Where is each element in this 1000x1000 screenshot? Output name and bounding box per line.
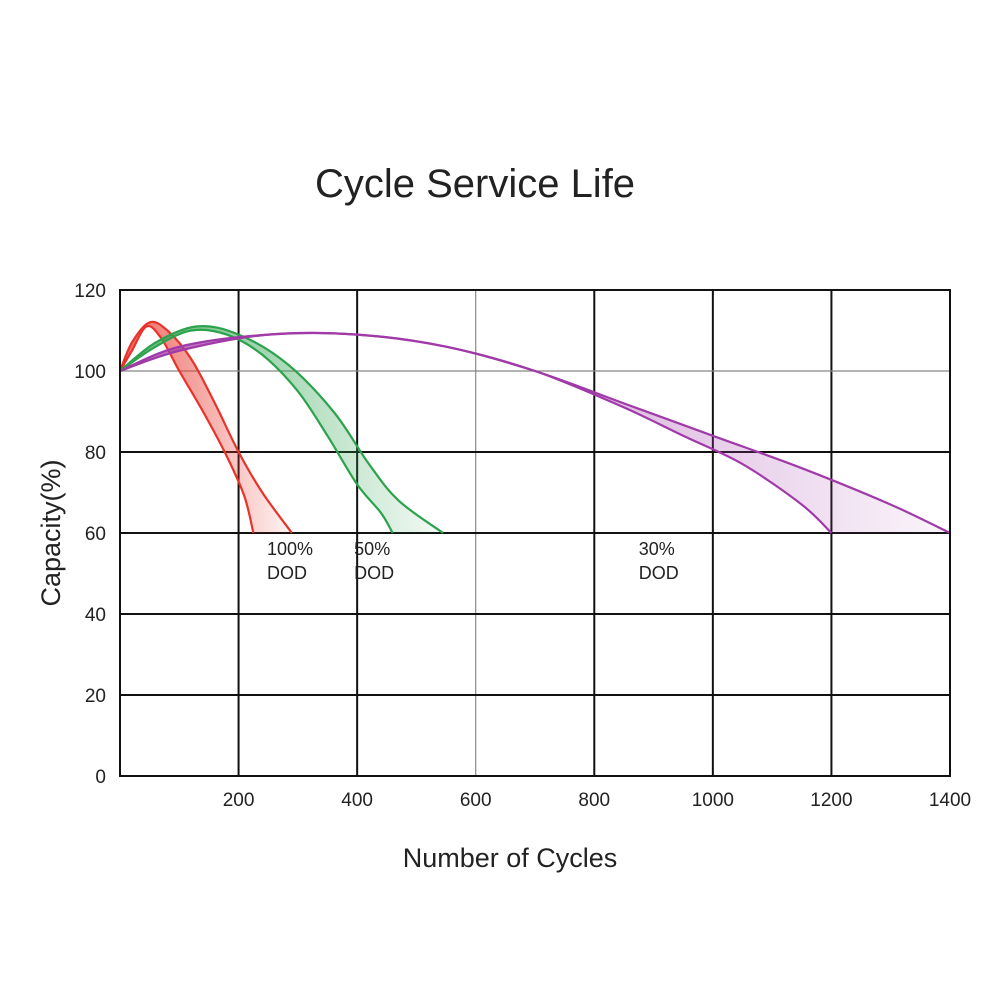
x-axis-title: Number of Cycles	[403, 843, 618, 873]
y-tick-label: 0	[95, 767, 106, 788]
x-tick-label: 800	[578, 790, 610, 811]
x-tick-label: 400	[341, 790, 373, 811]
y-tick-label: 120	[74, 281, 106, 302]
series-50-dod	[119, 325, 444, 534]
series-annotation: DOD	[267, 563, 307, 583]
series-band	[120, 332, 950, 533]
x-tick-label: 1400	[929, 790, 971, 811]
x-tick-label: 200	[223, 790, 255, 811]
series-band	[120, 321, 292, 533]
y-tick-label: 40	[85, 605, 106, 626]
series-lower-line	[119, 324, 255, 534]
series-annotation: 100%	[267, 539, 313, 559]
grid	[120, 290, 950, 776]
series-lower-line	[119, 331, 833, 534]
series-annotation: DOD	[639, 563, 679, 583]
x-tick-label: 600	[460, 790, 492, 811]
plot-frame	[119, 289, 951, 777]
series-annotation: 30%	[639, 539, 675, 559]
series-annotations: 100% DOD 50% DOD 30% DOD	[267, 539, 679, 583]
x-tick-label: 1000	[692, 790, 734, 811]
chart-title: Cycle Service Life	[315, 162, 635, 206]
series-group	[118, 320, 951, 534]
series-annotation: DOD	[354, 563, 394, 583]
series-band	[120, 326, 444, 533]
y-tick-label: 60	[85, 524, 106, 545]
y-tick-label: 100	[74, 362, 106, 383]
series-100-dod	[118, 320, 293, 534]
x-tick-label: 1200	[810, 790, 852, 811]
series-annotation: 50%	[354, 539, 390, 559]
series-lower-line	[119, 328, 394, 534]
tick-labels: 200 400 600 800 1000 1200 1400 0 20 40 60 80 100 120	[74, 281, 971, 811]
y-tick-label: 20	[85, 686, 106, 707]
series-30-dod	[119, 331, 951, 534]
series-upper-line	[119, 325, 444, 534]
y-axis-title: Capacity(%)	[36, 459, 66, 606]
y-tick-label: 80	[85, 443, 106, 464]
series-upper-line	[118, 320, 293, 534]
